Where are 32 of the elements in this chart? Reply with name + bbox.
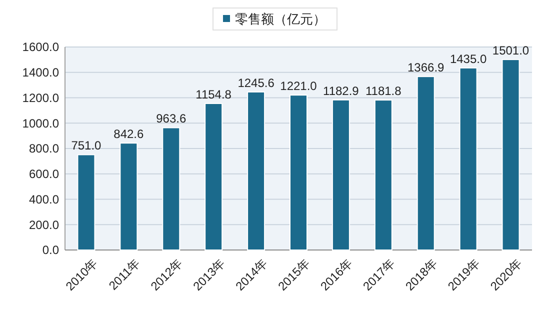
text: 963.6 (156, 112, 186, 126)
bar (162, 127, 180, 250)
y-tick-label: 1400.0 (22, 66, 60, 80)
y-tick-label: 600.0 (28, 167, 60, 182)
text: 1154.8 (196, 87, 232, 102)
y-tick-label: 800.0 (28, 142, 60, 156)
bar (374, 100, 392, 250)
text: 751.0 (71, 138, 102, 153)
text: 1501.0 (492, 44, 530, 58)
y-tick-label: 400.0 (28, 192, 60, 206)
bar (120, 142, 138, 250)
text: 1182.9 (323, 84, 359, 98)
bar (247, 91, 266, 250)
y-tick-label: 1000.0 (22, 116, 60, 130)
bar (459, 67, 478, 250)
bar (204, 102, 223, 250)
bar (416, 76, 435, 250)
bar (332, 99, 350, 250)
y-tick-label: 0.0 (42, 243, 60, 258)
text: 1221.0 (280, 79, 317, 94)
y-tick-label: 1600.0 (22, 40, 60, 54)
text: 1366.9 (408, 60, 444, 75)
bar (290, 94, 308, 250)
text: 1181.8 (366, 84, 402, 98)
text: 1245.6 (238, 76, 274, 90)
bar (502, 59, 520, 250)
y-tick-label: 200.0 (28, 218, 60, 232)
legend-label: 零售额（亿元） (235, 12, 326, 27)
text: 842.6 (114, 127, 144, 142)
text: 1435.0 (450, 52, 487, 66)
y-tick-label: 1200.0 (22, 90, 60, 105)
bar (77, 154, 96, 250)
